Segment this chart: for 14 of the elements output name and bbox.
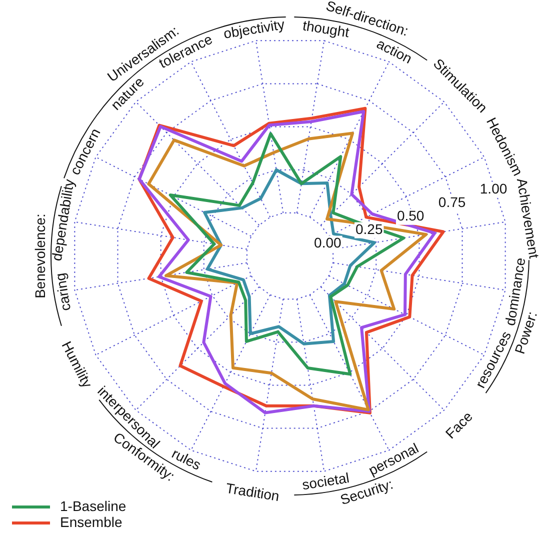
- spoke-label: Tradition: [224, 480, 281, 504]
- spoke-label: caring: [52, 272, 74, 312]
- y-tick-label: 1.00: [480, 180, 508, 197]
- spoke-label: rules: [169, 445, 204, 474]
- text: Benevolence:: [32, 214, 48, 298]
- spoke-label: Achievement: [514, 177, 542, 260]
- y-tick-label: 0.50: [396, 208, 424, 224]
- y-tick-label: 0.75: [438, 194, 466, 210]
- y-tick-label: 0.25: [356, 221, 383, 238]
- legend-label: 1-Baseline: [60, 498, 126, 514]
- legend-label: Ensemble: [60, 514, 122, 530]
- y-tick-label: 0.00: [314, 234, 342, 251]
- spoke-label: objectivity: [222, 16, 286, 42]
- spoke-label: action: [374, 35, 415, 67]
